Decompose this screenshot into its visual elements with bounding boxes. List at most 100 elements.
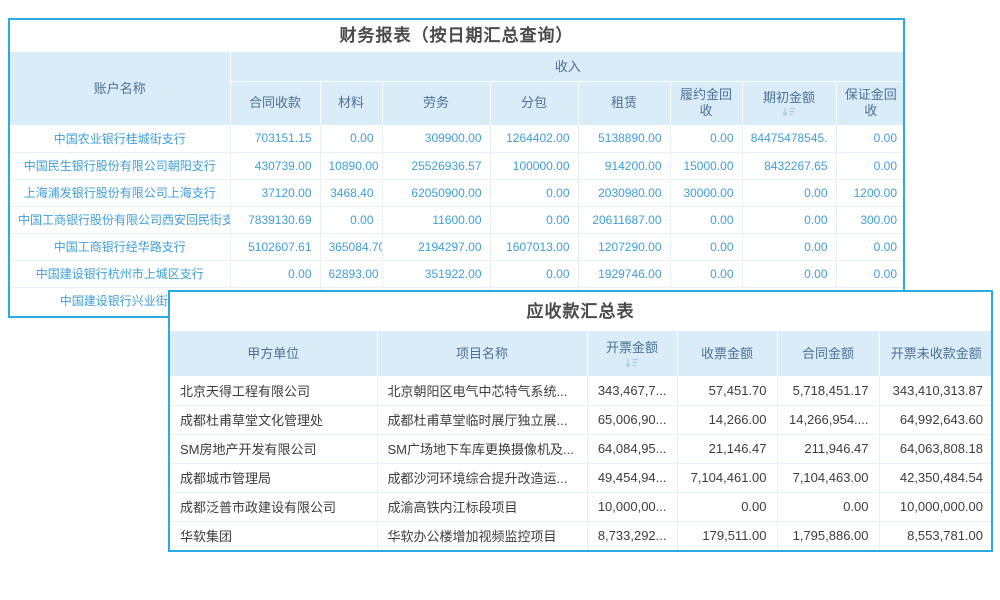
project-name-cell: SM广场地下车库更换摄像机及... — [377, 433, 588, 463]
deposit-recovery-cell: 0.00 — [836, 151, 903, 179]
table-row[interactable]: 中国工商银行股份有限公司西安回民街支 7839130.69 0.00 11600… — [10, 205, 903, 233]
labor-cell: 62050900.00 — [382, 178, 491, 206]
receivables-summary-card: 应收款汇总表 甲方单位 项目名称 开票金额 收票金额 — [168, 290, 993, 552]
account-name-link[interactable]: 中国工商银行经华路支行 — [10, 232, 231, 260]
material-cell: 62893.00 — [320, 259, 383, 287]
opening-amount-cell: 84475478545. — [742, 125, 837, 152]
labor-cell: 2194297.00 — [382, 232, 491, 260]
table-row[interactable]: SM房地产开发有限公司 SM广场地下车库更换摄像机及... 64,084,95.… — [170, 433, 991, 463]
column-header-rent: 租赁 — [578, 81, 671, 125]
receivables-summary-table: 甲方单位 项目名称 开票金额 收票金额 合同金额 开票未收款金额 北京天 — [170, 332, 991, 550]
sort-amount-icon[interactable] — [781, 107, 797, 117]
invoiced-amount-cell: 10,000,00... — [587, 491, 678, 521]
labor-cell: 11600.00 — [382, 205, 491, 233]
table-row[interactable]: 华软集团 华软办公楼增加视频监控项目 8,733,292... 179,511.… — [170, 520, 991, 550]
received-amount-cell: 7,104,461.00 — [677, 462, 778, 492]
column-header-labor: 劳务 — [382, 81, 491, 125]
table-row[interactable]: 成都城市管理局 成都沙河环境综合提升改造运... 49,454,94... 7,… — [170, 462, 991, 492]
invoiced-unpaid-amount-cell: 42,350,484.54 — [879, 462, 991, 492]
deposit-recovery-cell: 0.00 — [873, 131, 898, 146]
account-name-link[interactable]: 中国建设银行杭州市上城区支行 — [10, 259, 231, 287]
receivables-table-body: 北京天得工程有限公司 北京朝阳区电气中芯特气系统... 343,467,7...… — [170, 376, 991, 550]
table-row[interactable]: 中国建设银行杭州市上城区支行 0.00 62893.00 351922.00 0… — [10, 259, 903, 287]
labor-cell: 351922.00 — [382, 259, 491, 287]
contract-amount-cell: 1,795,886.00 — [777, 520, 880, 550]
project-name-cell: 北京朝阳区电气中芯特气系统... — [377, 376, 588, 405]
table-row[interactable]: 中国民生银行股份有限公司朝阳支行 430739.00 10890.00 2552… — [10, 151, 903, 179]
account-name-link[interactable]: 中国农业银行桂城街支行 — [10, 125, 231, 152]
project-name-cell: 成都沙河环境综合提升改造运... — [377, 462, 588, 492]
column-header-performance-bond-recovery: 履约金回收 — [670, 81, 743, 125]
client-unit-cell: 北京天得工程有限公司 — [170, 376, 378, 405]
received-amount-cell: 21,146.47 — [677, 433, 778, 463]
subcontract-cell: 0.00 — [490, 178, 579, 206]
material-cell: 0.00 — [320, 205, 383, 233]
table-row[interactable]: 中国农业银行桂城街支行 703151.15 0.00 309900.00 126… — [10, 125, 903, 152]
column-header-client-unit: 甲方单位 — [170, 332, 378, 376]
material-cell: 365084.70 — [320, 232, 383, 260]
client-unit-cell: 成都杜甫草堂文化管理处 — [170, 404, 378, 434]
table-row[interactable]: 成都泛普市政建设有限公司 成渝高铁内江标段项目 10,000,00... 0.0… — [170, 491, 991, 521]
rent-cell: 914200.00 — [578, 151, 671, 179]
material-cell: 0.00 — [320, 125, 383, 152]
received-amount-cell: 0.00 — [677, 491, 778, 521]
table-row[interactable]: 北京天得工程有限公司 北京朝阳区电气中芯特气系统... 343,467,7...… — [170, 376, 991, 405]
column-header-received-amount: 收票金额 — [677, 332, 778, 376]
invoiced-amount-cell: 49,454,94... — [587, 462, 678, 492]
contract-amount-cell: 211,946.47 — [777, 433, 880, 463]
opening-amount-cell: 0.00 — [742, 259, 837, 287]
contract-receipt-cell: 430739.00 — [230, 151, 321, 179]
received-amount-cell: 14,266.00 — [677, 404, 778, 434]
column-header-material: 材料 — [320, 81, 383, 125]
account-name-link[interactable]: 中国工商银行股份有限公司西安回民街支 — [10, 205, 231, 233]
finance-report-title: 财务报表（按日期汇总查询） — [10, 20, 903, 53]
invoiced-amount-cell: 8,733,292... — [587, 520, 678, 550]
contract-receipt-cell: 37120.00 — [230, 178, 321, 206]
table-row[interactable]: 成都杜甫草堂文化管理处 成都杜甫草堂临时展厅独立展... 65,006,90..… — [170, 404, 991, 434]
project-name-cell: 成渝高铁内江标段项目 — [377, 491, 588, 521]
material-cell: 10890.00 — [320, 151, 383, 179]
table-row[interactable]: 中国工商银行经华路支行 5102607.61 365084.70 2194297… — [10, 232, 903, 260]
contract-amount-cell: 0.00 — [777, 491, 880, 521]
receivables-summary-title: 应收款汇总表 — [170, 292, 991, 332]
rent-cell: 5138890.00 — [578, 125, 671, 152]
deposit-recovery-cell: 1200.00 — [836, 178, 903, 206]
contract-amount-cell: 14,266,954.... — [777, 404, 880, 434]
labor-cell: 25526936.57 — [382, 151, 491, 179]
column-group-income: 收入 — [230, 53, 903, 82]
sort-amount-icon[interactable] — [624, 358, 640, 368]
client-unit-cell: 成都城市管理局 — [170, 462, 378, 492]
column-header-label: 开票金额 — [605, 340, 658, 356]
rent-cell: 2030980.00 — [578, 178, 671, 206]
project-name-cell: 华软办公楼增加视频监控项目 — [377, 520, 588, 550]
account-name-link[interactable]: 上海浦发银行股份有限公司上海支行 — [10, 178, 231, 206]
invoiced-unpaid-amount-cell: 343,410,313.87 — [892, 382, 983, 398]
column-header-invoiced-amount[interactable]: 开票金额 — [587, 332, 678, 376]
performance-bond-recovery-cell: 15000.00 — [670, 151, 743, 179]
column-header-contract-amount: 合同金额 — [777, 332, 880, 376]
account-name-link[interactable]: 中国民生银行股份有限公司朝阳支行 — [10, 151, 231, 179]
contract-receipt-cell: 5102607.61 — [230, 232, 321, 260]
performance-bond-recovery-cell: 0.00 — [670, 205, 743, 233]
opening-amount-cell: 0.00 — [742, 232, 837, 260]
invoiced-amount-cell: 65,006,90... — [587, 404, 678, 434]
labor-cell: 309900.00 — [382, 125, 491, 152]
column-header-deposit-recovery: 保证金回收 — [836, 81, 903, 125]
column-header-opening-amount[interactable]: 期初金额 — [742, 81, 837, 125]
contract-receipt-cell: 703151.15 — [230, 125, 321, 152]
column-header-account-name: 账户名称 — [10, 53, 231, 125]
rent-cell: 1929746.00 — [578, 259, 671, 287]
table-row[interactable]: 上海浦发银行股份有限公司上海支行 37120.00 3468.40 620509… — [10, 178, 903, 206]
subcontract-cell: 0.00 — [490, 259, 579, 287]
performance-bond-recovery-cell: 0.00 — [670, 125, 743, 152]
subcontract-cell: 0.00 — [490, 205, 579, 233]
invoiced-amount-cell: 64,084,95... — [587, 433, 678, 463]
finance-report-table: 账户名称 收入 合同收款 材料 劳务 分包 租赁 履约金回收 期初金额 — [10, 53, 903, 314]
project-name-cell: 成都杜甫草堂临时展厅独立展... — [377, 404, 588, 434]
performance-bond-recovery-cell: 30000.00 — [670, 178, 743, 206]
performance-bond-recovery-cell: 0.00 — [670, 232, 743, 260]
deposit-recovery-cell: 0.00 — [836, 232, 903, 260]
contract-receipt-cell: 7839130.69 — [230, 205, 321, 233]
opening-amount-cell: 0.00 — [742, 205, 837, 233]
finance-report-card: 财务报表（按日期汇总查询） 账户名称 收入 合同收款 材料 劳务 分包 租赁 履… — [8, 18, 905, 318]
